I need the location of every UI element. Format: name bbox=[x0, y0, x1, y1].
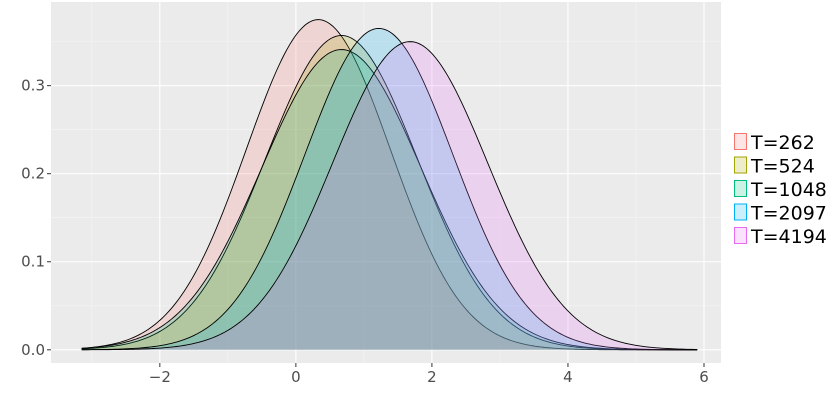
legend-swatch bbox=[734, 133, 747, 150]
legend-label: T=524 bbox=[750, 156, 815, 178]
x-tick-label: −2 bbox=[149, 368, 171, 386]
legend-key-bg bbox=[734, 203, 747, 221]
y-axis: 0.0 0.1 0.2 0.3 bbox=[21, 77, 51, 359]
density-outline-t-262 bbox=[81, 19, 698, 351]
density-area-t-4194 bbox=[81, 41, 698, 350]
density-outline-t-524 bbox=[81, 35, 698, 351]
legend-key-bg bbox=[734, 133, 747, 150]
density-area-t-524 bbox=[81, 35, 698, 350]
density-area-t-262 bbox=[81, 19, 698, 350]
y-tick-label: 0.3 bbox=[21, 77, 45, 95]
density-area-t-2097 bbox=[81, 28, 698, 350]
y-tick-label: 0.2 bbox=[21, 165, 45, 183]
legend-key-bg bbox=[734, 227, 747, 244]
legend-label: T=4194 bbox=[750, 226, 827, 248]
density-outline-t-4194 bbox=[81, 41, 698, 351]
legend-label: T=1048 bbox=[750, 179, 827, 201]
legend-key-bg bbox=[734, 156, 747, 174]
legend-label: T=262 bbox=[750, 132, 815, 154]
legend-label: T=2097 bbox=[750, 203, 827, 225]
density-areas bbox=[81, 19, 698, 351]
legend-swatch bbox=[734, 156, 747, 174]
x-tick-label: 6 bbox=[699, 368, 709, 386]
x-axis: −2 0 2 4 6 bbox=[149, 363, 709, 386]
legend-swatch bbox=[734, 180, 747, 197]
legend-key-bg bbox=[734, 180, 747, 197]
density-area-t-1048 bbox=[81, 49, 698, 350]
density-outline-t-2097 bbox=[81, 27, 698, 351]
legend-swatch bbox=[734, 227, 747, 244]
y-tick-label: 0.1 bbox=[21, 253, 45, 271]
major-gridlines bbox=[51, 2, 721, 363]
density-outline-t-1048 bbox=[81, 49, 698, 351]
legend-swatch bbox=[734, 203, 747, 221]
minor-gridlines bbox=[51, 2, 721, 363]
x-tick-label: 0 bbox=[291, 368, 301, 386]
x-tick-label: 4 bbox=[563, 368, 573, 386]
plot-panel bbox=[51, 2, 721, 363]
x-tick-label: 2 bbox=[427, 368, 437, 386]
y-tick-label: 0.0 bbox=[21, 341, 45, 359]
